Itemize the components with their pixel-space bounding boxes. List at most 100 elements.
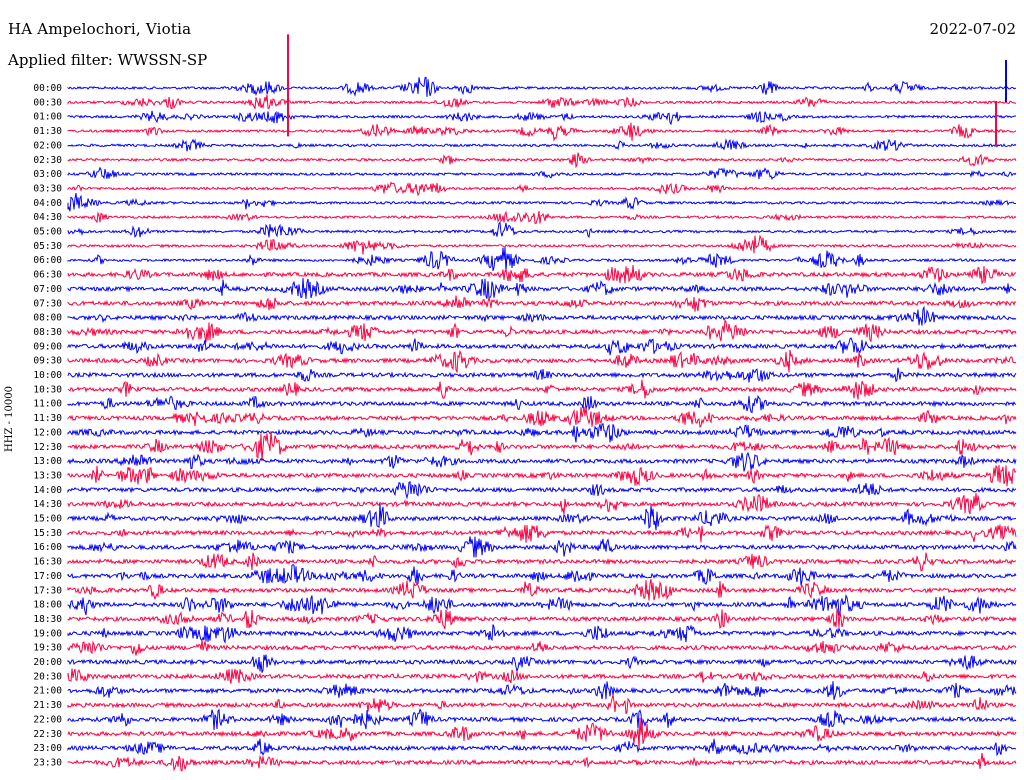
row-time-label: 11:30 [33, 413, 62, 424]
trace-line [67, 367, 1017, 383]
row-time-label: 04:30 [33, 212, 62, 223]
row-time-label: 02:30 [33, 155, 62, 166]
row-time-label: 23:30 [33, 757, 62, 768]
trace-line [67, 608, 1017, 630]
row-time-label: 13:30 [33, 470, 62, 481]
row-time-label: 12:30 [33, 442, 62, 453]
trace-line [67, 464, 1017, 487]
row-time-label: 16:30 [33, 557, 62, 568]
row-time-label: 19:30 [33, 643, 62, 654]
row-time-label: 21:30 [33, 700, 62, 711]
row-time-label: 03:30 [33, 183, 62, 194]
filter-label: Applied filter: WWSSN-SP [8, 51, 208, 69]
row-time-label: 05:30 [33, 241, 62, 252]
trace-line [67, 423, 1017, 443]
row-time-label: 07:30 [33, 298, 62, 309]
trace-line [67, 295, 1017, 312]
trace-line [67, 138, 1017, 152]
trace-line [67, 110, 1017, 126]
trace-line [67, 536, 1017, 558]
trace-line [67, 247, 1017, 272]
row-time-label: 03:00 [33, 169, 62, 180]
trace-line [67, 76, 1017, 97]
trace-line [67, 193, 1016, 212]
row-time-label: 19:00 [33, 628, 62, 639]
trace-line [67, 552, 1017, 572]
row-time-label: 23:00 [33, 743, 62, 754]
trace-line [67, 152, 1017, 169]
row-time-label: 10:30 [33, 384, 62, 395]
trace-line [67, 166, 1017, 180]
trace-line [67, 305, 1017, 326]
row-time-label: 22:00 [33, 714, 62, 725]
row-time-label: 13:00 [33, 456, 62, 467]
row-time-label: 15:00 [33, 514, 62, 525]
trace-line [67, 221, 1017, 238]
row-time-label: 17:30 [33, 585, 62, 596]
row-time-label: 14:00 [33, 485, 62, 496]
row-time-label: 14:30 [33, 499, 62, 510]
trace-line [67, 708, 1017, 731]
trace-line [67, 738, 1016, 757]
row-time-label: 00:30 [33, 97, 62, 108]
trace-line [67, 318, 1017, 343]
row-time-label: 20:30 [33, 671, 62, 682]
trace-line [67, 431, 1017, 462]
row-time-label: 20:00 [33, 657, 62, 668]
trace-line [67, 379, 1017, 400]
trace-line [67, 394, 1017, 414]
trace-line [67, 503, 1017, 531]
trace-line [67, 406, 1017, 428]
row-time-label: 15:30 [33, 528, 62, 539]
trace-line [67, 752, 1017, 772]
trace-line [67, 524, 1017, 543]
row-time-label: 22:30 [33, 729, 62, 740]
trace-line [67, 639, 1017, 656]
trace-line [67, 681, 1017, 700]
trace-line [67, 563, 1017, 586]
row-time-label: 09:30 [33, 356, 62, 367]
row-time-label: 00:00 [33, 83, 62, 94]
trace-line [67, 451, 1017, 472]
trace-line [67, 337, 1017, 356]
row-time-label: 11:00 [33, 399, 62, 410]
row-time-label: 09:00 [33, 341, 62, 352]
trace-line [67, 122, 1017, 143]
trace-line [67, 181, 1017, 197]
row-time-label: 12:00 [33, 427, 62, 438]
row-time-label: 01:30 [33, 126, 62, 137]
trace-line [67, 654, 1017, 673]
row-time-label: 01:00 [33, 112, 62, 123]
row-time-label: 17:00 [33, 571, 62, 582]
trace-line [67, 481, 1017, 500]
trace-line [67, 668, 1017, 684]
trace-line [67, 579, 1017, 601]
trace-line [67, 492, 1017, 515]
trace-line [67, 717, 1017, 750]
row-time-label: 18:30 [33, 614, 62, 625]
station-title: HA Ampelochori, Viotia [8, 20, 192, 38]
row-time-label: 21:00 [33, 686, 62, 697]
row-time-label: 05:00 [33, 227, 62, 238]
row-time-label: 10:00 [33, 370, 62, 381]
row-time-label: 06:30 [33, 270, 62, 281]
trace-line [67, 694, 1017, 715]
row-time-label: 08:30 [33, 327, 62, 338]
row-time-label: 02:00 [33, 140, 62, 151]
trace-line [67, 210, 1017, 224]
trace-line [67, 264, 1016, 285]
trace-line [67, 593, 1017, 616]
record-date: 2022-07-02 [929, 20, 1016, 38]
trace-line [67, 278, 1017, 299]
trace-line [67, 234, 1017, 255]
trace-line [67, 624, 1017, 644]
row-time-label: 08:00 [33, 313, 62, 324]
row-time-label: 04:00 [33, 198, 62, 209]
row-time-label: 16:00 [33, 542, 62, 553]
row-time-label: 07:00 [33, 284, 62, 295]
trace-line [67, 349, 1017, 374]
row-time-label: 18:00 [33, 600, 62, 611]
row-time-label: 06:00 [33, 255, 62, 266]
trace-line [67, 94, 1016, 110]
